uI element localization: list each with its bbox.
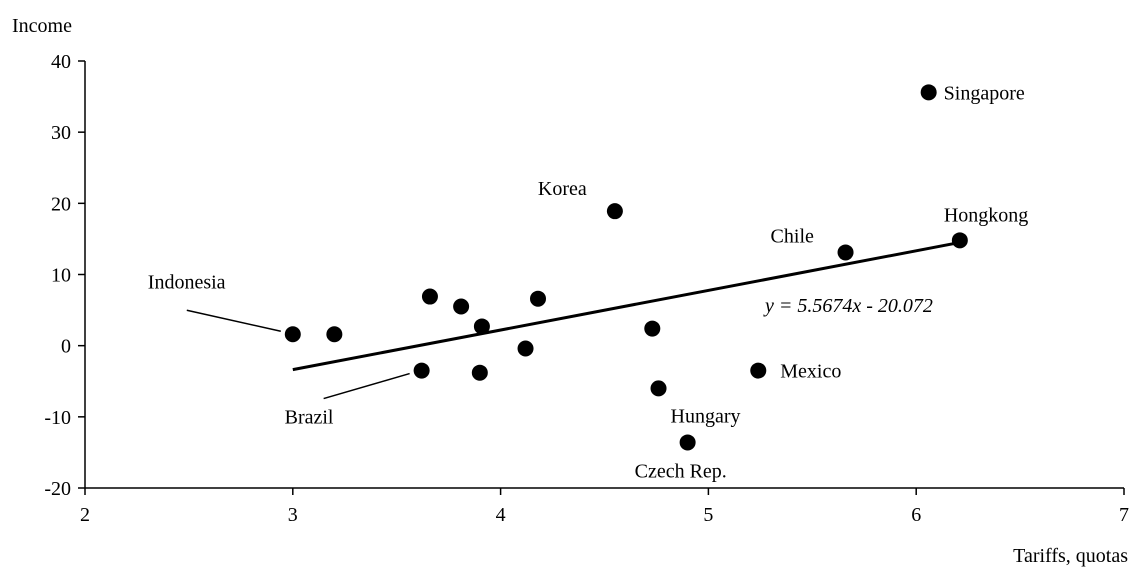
axes: -20 -10 0 10 20 30 40 2 3 4 5 6 7: [44, 51, 1129, 526]
data-points: [284, 84, 968, 451]
point-label: Czech Rep.: [635, 460, 727, 482]
data-point: [951, 232, 968, 249]
data-point: [326, 326, 343, 343]
data-point: [650, 380, 667, 397]
label-leader-line: [323, 372, 410, 400]
point-label: Korea: [538, 178, 587, 200]
point-label: Hongkong: [944, 204, 1028, 226]
y-tick-label: 10: [51, 265, 71, 287]
y-tick-label: 0: [61, 336, 71, 358]
data-point: [606, 203, 623, 220]
x-tick-label: 7: [1119, 504, 1129, 526]
data-point: [284, 326, 301, 343]
x-tick-label: 6: [911, 504, 921, 526]
data-point: [413, 362, 430, 379]
data-point: [750, 362, 767, 379]
trendline-group: [292, 240, 961, 372]
x-axis-title: Tariffs, quotas: [1013, 545, 1128, 567]
data-point: [644, 320, 661, 337]
y-tick-label: -20: [44, 478, 71, 500]
data-point: [473, 318, 490, 335]
point-label: Chile: [771, 225, 814, 247]
data-point: [471, 364, 488, 381]
x-tick-label: 2: [80, 504, 90, 526]
x-tick-label: 3: [288, 504, 298, 526]
point-label: Indonesia: [148, 271, 226, 293]
y-axis-title: Income: [12, 15, 72, 37]
data-point: [920, 84, 937, 101]
data-point: [517, 340, 534, 357]
y-tick-label: 30: [51, 122, 71, 144]
data-point: [530, 290, 547, 307]
trendline: [292, 240, 961, 372]
x-tick-label: 4: [496, 504, 506, 526]
point-label: Brazil: [285, 407, 334, 429]
point-label: Singapore: [944, 82, 1025, 104]
label-leader-line: [186, 309, 281, 333]
point-label: Mexico: [780, 361, 841, 383]
data-point: [679, 434, 696, 451]
y-tick-label: 20: [51, 193, 71, 215]
data-point: [837, 244, 854, 261]
point-label: Hungary: [671, 405, 741, 427]
y-tick-label: 40: [51, 51, 71, 73]
x-tick-label: 5: [703, 504, 713, 526]
point-labels: Indonesia Brazil Korea Hungary Czech Rep. Mex…: [148, 82, 1028, 482]
trendline-equation: y = 5.5674x - 20.072: [763, 295, 933, 317]
data-point: [421, 288, 438, 305]
y-tick-label: -10: [44, 407, 71, 429]
data-point: [453, 298, 470, 315]
